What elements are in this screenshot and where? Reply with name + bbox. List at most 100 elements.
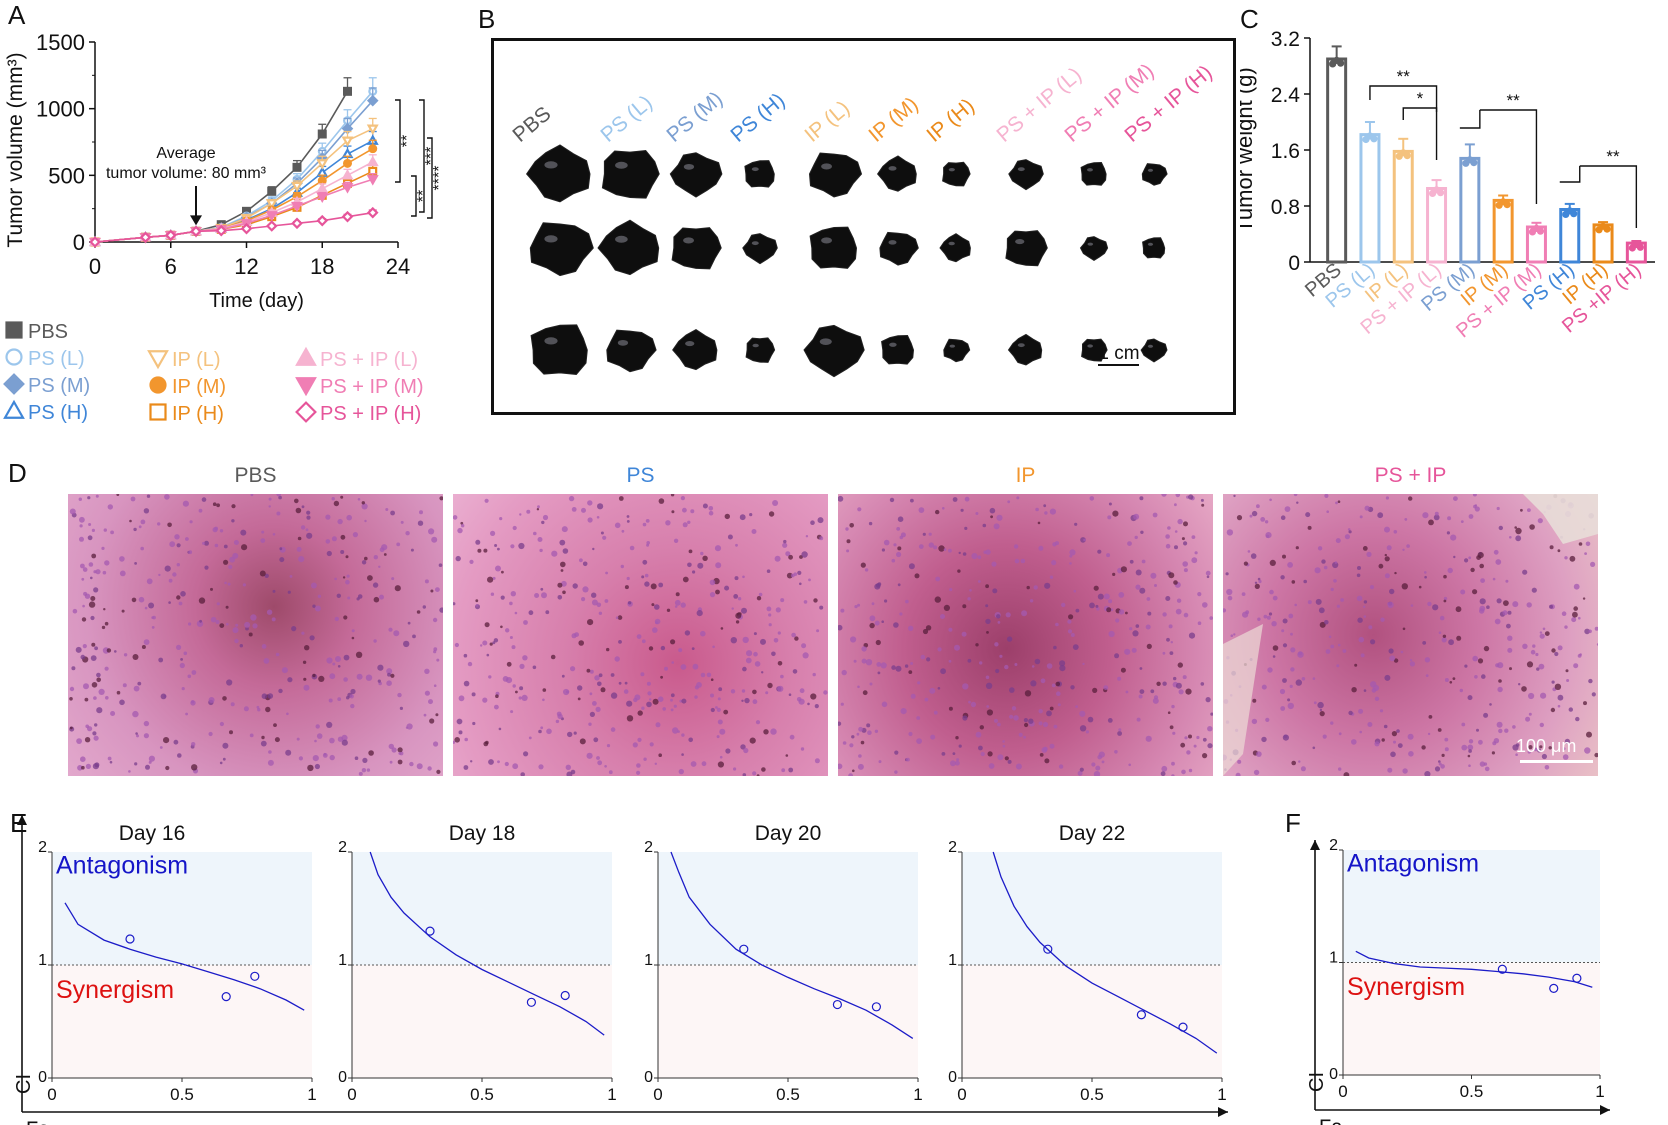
cell-nucleus [398,751,402,755]
cell-nucleus [1161,765,1168,772]
cell-nucleus [1522,569,1528,575]
tumor [1142,237,1166,259]
cell-nucleus [893,543,897,547]
cell-nucleus [104,666,109,671]
cell-nucleus [577,697,581,701]
cell-nucleus [720,627,724,630]
cell-nucleus [598,611,603,615]
plot-title: Day 16 [119,822,186,845]
cell-nucleus [1058,764,1064,769]
cell-nucleus [69,697,73,701]
cell-nucleus [364,556,368,561]
cell-nucleus [581,597,586,602]
cell-nucleus [591,592,597,598]
cell-nucleus [515,690,518,694]
cell-nucleus [177,753,182,758]
cell-nucleus [80,756,86,762]
significance-label: **** [431,166,448,191]
cell-nucleus [350,688,356,695]
cell-nucleus [1115,618,1120,623]
cell-nucleus [1272,595,1278,601]
cell-nucleus [849,743,854,748]
cell-nucleus [1467,695,1473,701]
cell-nucleus [1093,585,1099,591]
cell-nucleus [997,722,1001,727]
cell-nucleus [1202,753,1208,759]
cell-nucleus [534,593,540,598]
cell-nucleus [1181,537,1185,541]
cell-nucleus [1354,663,1358,667]
antagonism-label: Antagonism [1347,849,1479,877]
cell-nucleus [497,760,500,764]
cell-nucleus [1131,647,1137,653]
panel-letter-f: F [1285,808,1301,838]
cell-nucleus [188,622,192,626]
cell-nucleus [540,587,544,591]
cell-nucleus [1200,682,1205,686]
cell-nucleus [179,662,185,669]
data-point [291,201,303,213]
cell-nucleus [497,547,500,551]
cell-nucleus [846,549,850,553]
cell-nucleus [1089,602,1095,609]
x-tick-label: 1 [607,1085,616,1104]
cell-nucleus [658,582,664,588]
cell-nucleus [744,697,750,704]
cell-nucleus [1007,759,1012,764]
cell-nucleus [670,693,675,698]
cell-nucleus [1583,701,1587,706]
cell-nucleus [894,750,899,755]
cell-nucleus [814,758,820,764]
synergism-region [658,965,918,1078]
cell-nucleus [185,537,189,541]
cell-nucleus [791,632,796,638]
cell-nucleus [987,751,993,757]
significance-label: ** [1606,147,1620,166]
cell-nucleus [1183,521,1188,527]
cell-nucleus [1582,597,1586,600]
cell-nucleus [591,599,598,606]
cell-nucleus [995,668,1000,674]
cell-nucleus [604,599,609,603]
cell-nucleus [212,502,217,506]
cell-nucleus [1474,504,1478,507]
cell-nucleus [433,684,437,687]
cell-nucleus [298,556,305,563]
cell-nucleus [397,692,402,698]
cell-nucleus [618,640,622,644]
histology-image [68,494,443,776]
cell-nucleus [1363,605,1366,608]
cell-nucleus [626,515,630,518]
cell-nucleus [1584,628,1590,635]
cell-nucleus [803,600,808,604]
x-tick-label: 24 [386,254,410,279]
ci-curve [1355,950,1593,988]
cell-nucleus [716,707,721,712]
cell-nucleus [519,513,522,516]
cell-nucleus [1322,734,1327,739]
tumor-photo: PBS PS (L) PS (M) PS (H) IP (L) IP (M) IP (H) P… [508,59,1217,378]
cell-nucleus [1269,559,1276,566]
cell-nucleus [233,540,239,545]
cell-nucleus [122,683,127,688]
cell-nucleus [180,658,183,661]
cell-nucleus [741,607,747,614]
cell-nucleus [1108,599,1113,604]
cell-nucleus [1188,768,1193,773]
cell-nucleus [337,518,343,525]
cell-nucleus [423,713,427,717]
cell-nucleus [812,672,816,677]
cell-nucleus [862,690,868,696]
significance-label: ** [415,190,432,202]
cell-nucleus [520,772,525,776]
legend-marker [295,346,317,366]
y-tick-label: 2.4 [1271,84,1301,107]
cell-nucleus [1051,560,1057,566]
data-point [366,155,379,167]
cell-nucleus [777,631,781,635]
cell-nucleus [234,638,239,644]
cell-nucleus [435,587,440,592]
cell-nucleus [595,706,601,712]
synergism-region [962,965,1222,1078]
cell-nucleus [1447,567,1453,574]
